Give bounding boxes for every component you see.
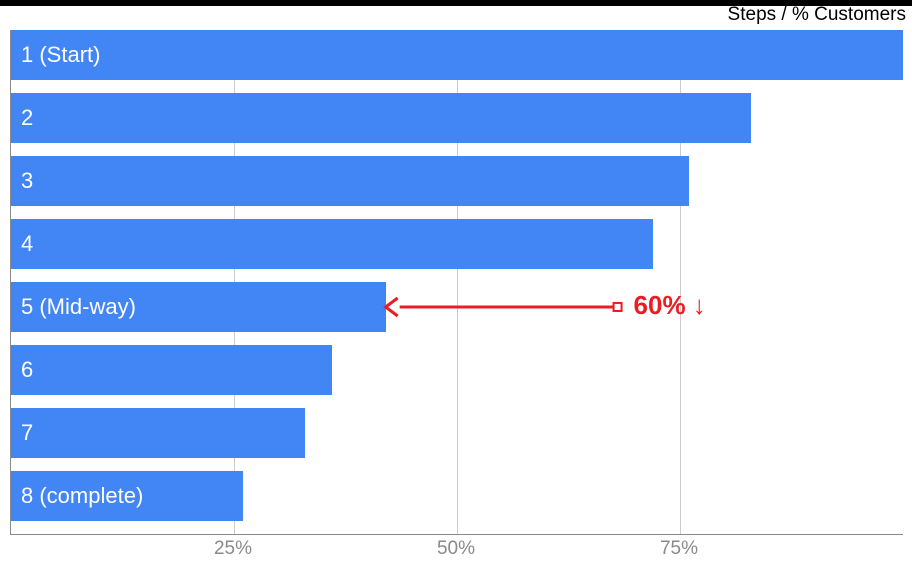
plot-area: 1 (Start) 2 3 4 5 (Mid-way) 6 7 8 (complete) 60%… (10, 30, 903, 535)
bar: 8 (complete) (11, 471, 243, 521)
annotation-text: 60% ↓ (634, 290, 706, 321)
x-tick-label: 25% (214, 538, 252, 560)
bar: 3 (11, 156, 689, 206)
bar: 5 (Mid-way) (11, 282, 386, 332)
plot: 1 (Start) 2 3 4 5 (Mid-way) 6 7 8 (complete) 60%… (10, 30, 902, 566)
bar: 4 (11, 219, 653, 269)
bar: 1 (Start) (11, 30, 903, 80)
x-tick-label: 50% (437, 538, 475, 560)
bar: 7 (11, 408, 305, 458)
bar: 2 (11, 93, 751, 143)
chart-container: Steps / % Customers 1 (Start) 2 3 4 5 (Mid-w… (0, 0, 912, 569)
x-tick-label: 75% (660, 538, 698, 560)
bar: 6 (11, 345, 332, 395)
chart-title: Steps / % Customers (728, 4, 906, 26)
